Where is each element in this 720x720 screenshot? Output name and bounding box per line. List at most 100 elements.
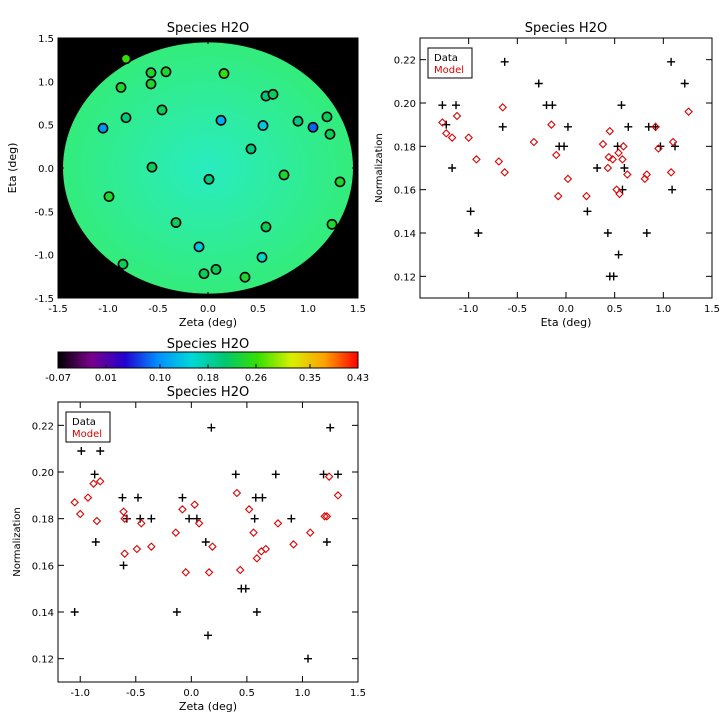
y-tick-label: 0.18 bbox=[32, 515, 54, 526]
data-point bbox=[624, 122, 633, 131]
x-tick-label: 0.5 bbox=[250, 304, 266, 315]
x-tick-label: -1.0 bbox=[70, 688, 90, 699]
x-tick-label: -1.0 bbox=[98, 304, 118, 315]
y-tick-label: -1.0 bbox=[34, 251, 54, 262]
model-point bbox=[494, 157, 504, 166]
model-point bbox=[604, 152, 614, 162]
data-point bbox=[334, 470, 342, 479]
colorbar-title: Species H2O bbox=[167, 337, 249, 352]
model-point bbox=[235, 565, 245, 575]
legend-entry: Model bbox=[434, 65, 464, 76]
eta-scatter-title: Species H2O bbox=[525, 21, 607, 36]
map-title: Species H2O bbox=[167, 21, 249, 36]
map-point bbox=[245, 143, 257, 155]
y-tick-label: 0.0 bbox=[38, 164, 54, 175]
model-point bbox=[305, 528, 315, 537]
colorbar-tick-label: 0.01 bbox=[95, 373, 117, 384]
model-point bbox=[618, 155, 627, 164]
data-point bbox=[241, 584, 250, 593]
model-point bbox=[608, 155, 617, 164]
eta-scatter-frame bbox=[419, 37, 713, 299]
y-tick-label: 0.16 bbox=[32, 561, 54, 572]
map-point bbox=[256, 251, 268, 263]
model-point bbox=[651, 122, 660, 132]
data-point bbox=[466, 207, 475, 216]
data-point bbox=[231, 470, 240, 479]
map-point bbox=[115, 82, 127, 93]
map-point bbox=[218, 68, 230, 79]
model-point bbox=[553, 191, 563, 201]
model-point bbox=[181, 568, 191, 577]
y-tick-label: 0.20 bbox=[394, 99, 416, 110]
model-point bbox=[500, 168, 509, 177]
map-point bbox=[334, 176, 346, 188]
data-point bbox=[498, 122, 507, 131]
data-point bbox=[668, 185, 677, 194]
model-point bbox=[204, 568, 214, 577]
data-point bbox=[642, 229, 651, 237]
x-tick-label: -0.5 bbox=[148, 304, 168, 315]
model-point bbox=[83, 493, 93, 502]
x-tick-label: 0.5 bbox=[607, 304, 623, 315]
x-tick-label: 1.5 bbox=[704, 304, 720, 315]
map-panel: Species H2O -1.5 -1.0 -0.5 0.0 0.5 1.0 1.5 -1.5 -… bbox=[6, 21, 366, 329]
x-tick-label: 1.0 bbox=[655, 304, 671, 315]
y-tick-label: 0.14 bbox=[394, 229, 416, 240]
model-point bbox=[252, 554, 262, 563]
colorbar-tick-label: 0.26 bbox=[245, 373, 267, 384]
model-point bbox=[147, 542, 156, 551]
model-point bbox=[120, 514, 129, 523]
data-point bbox=[147, 514, 156, 523]
model-point bbox=[89, 479, 98, 488]
data-point bbox=[204, 631, 212, 640]
model-point bbox=[642, 170, 652, 179]
model-point bbox=[529, 137, 539, 147]
model-point bbox=[208, 542, 217, 551]
model-point bbox=[623, 170, 632, 179]
map-point bbox=[326, 218, 338, 230]
data-point bbox=[178, 493, 187, 502]
model-point bbox=[244, 505, 254, 514]
data-point bbox=[603, 229, 612, 237]
model-point bbox=[249, 528, 258, 537]
map-point bbox=[193, 241, 205, 253]
y-tick-label: -0.5 bbox=[34, 207, 54, 218]
data-point bbox=[583, 207, 592, 216]
data-point bbox=[680, 79, 689, 88]
map-point bbox=[117, 258, 129, 270]
zeta-scatter: Species H2O -1.0 -0.5 0.0 0.5 1.0 1.5 0.12 0.14 0… bbox=[12, 385, 366, 713]
y-tick-label: 1.0 bbox=[38, 77, 54, 88]
model-point bbox=[119, 507, 128, 516]
model-point bbox=[438, 118, 447, 127]
data-point bbox=[593, 164, 602, 172]
model-point bbox=[333, 491, 343, 500]
data-point bbox=[651, 122, 660, 131]
model-point bbox=[178, 505, 187, 514]
model-point bbox=[190, 500, 199, 509]
model-point bbox=[447, 133, 457, 142]
data-point bbox=[563, 122, 572, 131]
x-tick-label: 1.0 bbox=[294, 688, 310, 699]
x-tick-label: -1.0 bbox=[459, 304, 479, 315]
model-point bbox=[171, 528, 181, 537]
data-point bbox=[448, 164, 457, 172]
model-point bbox=[603, 163, 613, 173]
data-point bbox=[319, 470, 328, 479]
data-point bbox=[90, 470, 99, 479]
eta-scatter-x-axis-label: Eta (deg) bbox=[541, 316, 592, 329]
map-x-axis-label: Zeta (deg) bbox=[179, 316, 237, 329]
colorbar-tick-label: -0.07 bbox=[45, 373, 71, 384]
model-point bbox=[684, 107, 693, 116]
map-point bbox=[120, 53, 132, 65]
data-point bbox=[452, 101, 461, 110]
map-point bbox=[160, 66, 172, 78]
model-point bbox=[70, 498, 79, 507]
legend-entry: Data bbox=[434, 53, 458, 64]
model-point bbox=[605, 126, 615, 136]
model-point bbox=[472, 155, 481, 164]
data-point bbox=[172, 608, 181, 616]
colorbar-tick-label: 0.43 bbox=[347, 373, 369, 384]
